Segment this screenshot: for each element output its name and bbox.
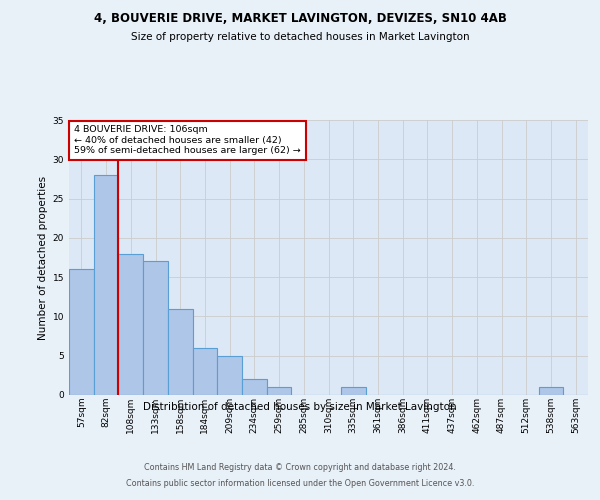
Bar bbox=[168, 308, 193, 395]
Text: Contains public sector information licensed under the Open Government Licence v3: Contains public sector information licen… bbox=[126, 479, 474, 488]
Text: Distribution of detached houses by size in Market Lavington: Distribution of detached houses by size … bbox=[143, 402, 457, 412]
Bar bbox=[341, 387, 365, 395]
Text: 4 BOUVERIE DRIVE: 106sqm
← 40% of detached houses are smaller (42)
59% of semi-d: 4 BOUVERIE DRIVE: 106sqm ← 40% of detach… bbox=[74, 126, 301, 156]
Bar bbox=[94, 175, 118, 395]
Bar bbox=[143, 262, 168, 395]
Text: Size of property relative to detached houses in Market Lavington: Size of property relative to detached ho… bbox=[131, 32, 469, 42]
Y-axis label: Number of detached properties: Number of detached properties bbox=[38, 176, 49, 340]
Bar bbox=[69, 270, 94, 395]
Bar bbox=[217, 356, 242, 395]
Bar bbox=[193, 348, 217, 395]
Text: 4, BOUVERIE DRIVE, MARKET LAVINGTON, DEVIZES, SN10 4AB: 4, BOUVERIE DRIVE, MARKET LAVINGTON, DEV… bbox=[94, 12, 506, 26]
Bar bbox=[539, 387, 563, 395]
Bar bbox=[118, 254, 143, 395]
Text: Contains HM Land Registry data © Crown copyright and database right 2024.: Contains HM Land Registry data © Crown c… bbox=[144, 462, 456, 471]
Bar bbox=[242, 380, 267, 395]
Bar bbox=[267, 387, 292, 395]
